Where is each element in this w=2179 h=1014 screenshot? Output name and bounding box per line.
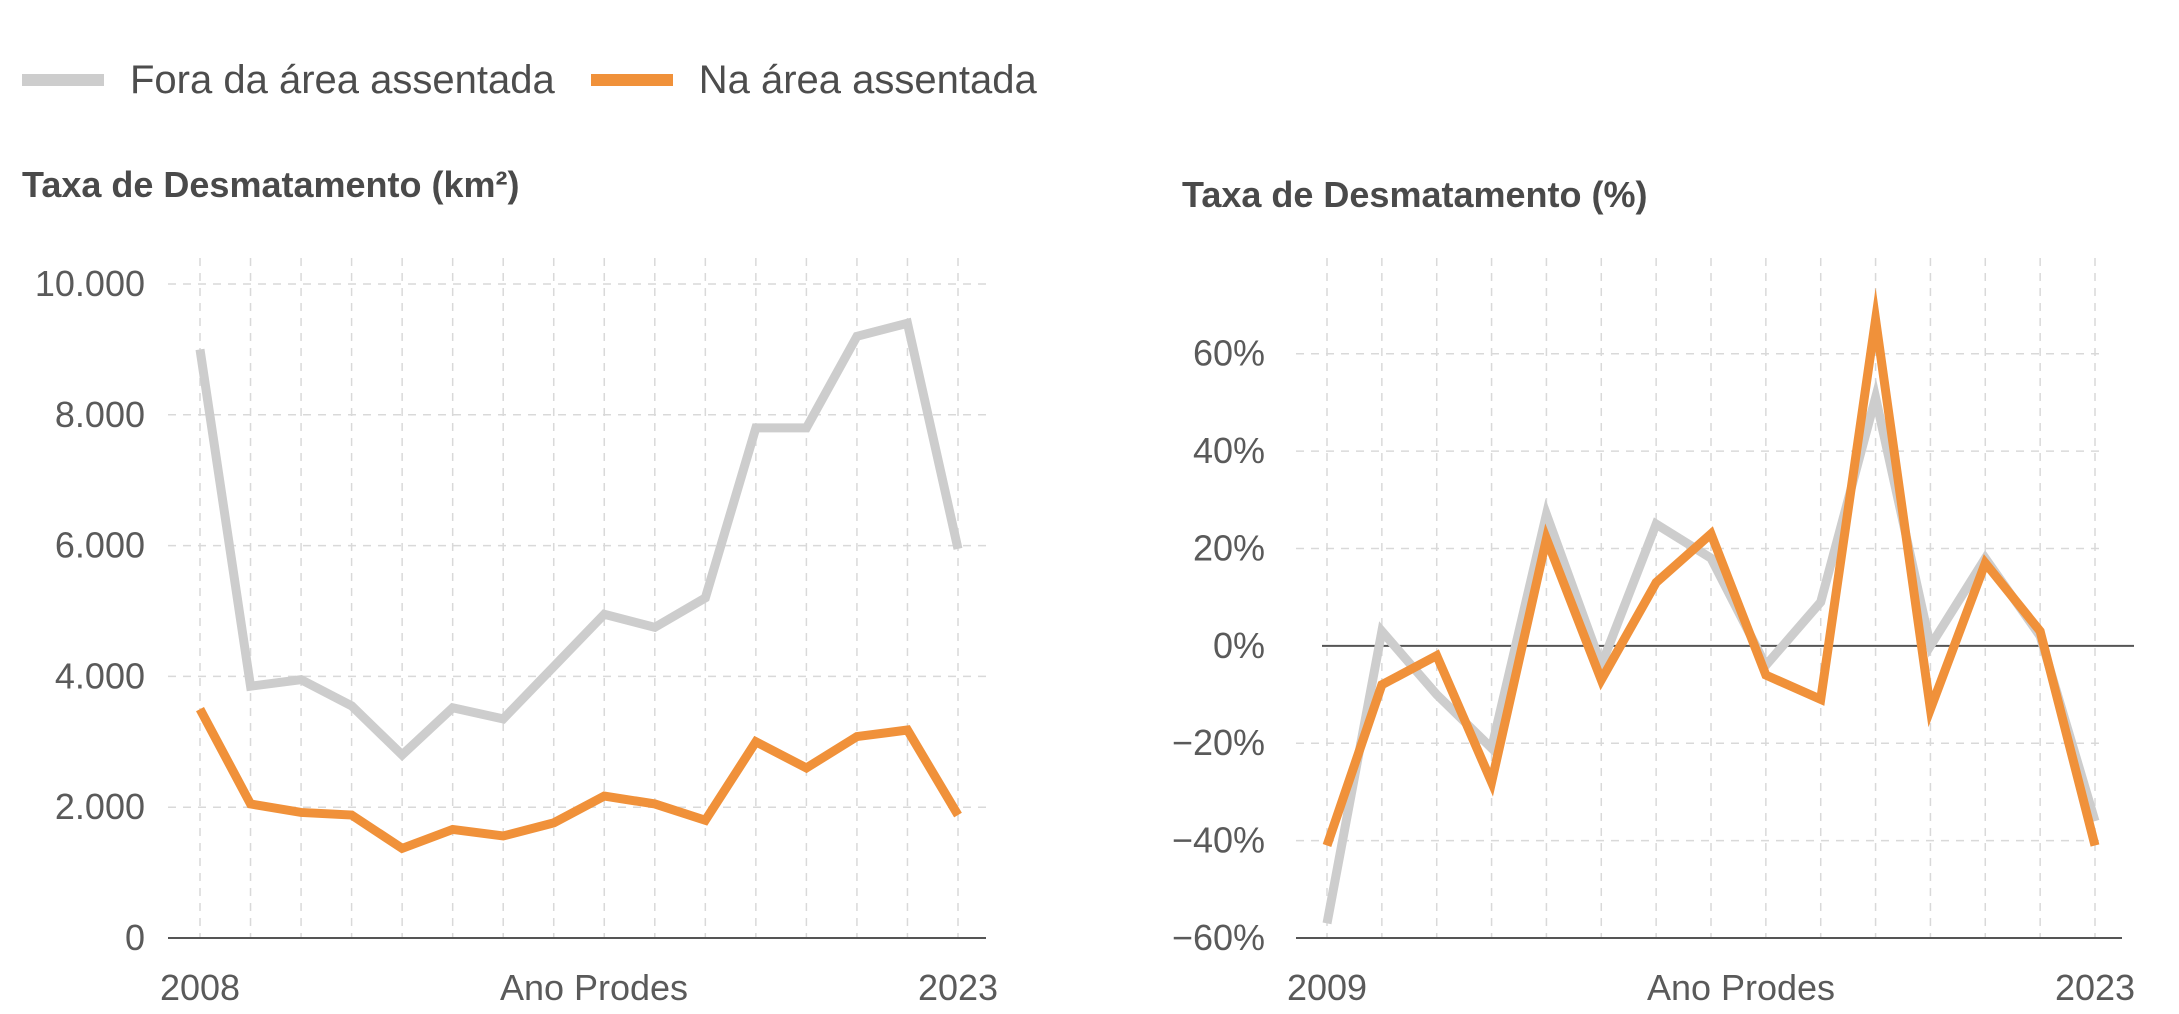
y-tick-label-km2-6000: 6.000 bbox=[55, 525, 145, 566]
legend: Fora da área assentada Na área assentada bbox=[22, 50, 1073, 110]
y-tick-label-pct--20: −20% bbox=[1172, 722, 1265, 763]
y-tick-label-pct--60: −60% bbox=[1172, 917, 1265, 958]
legend-swatch-inside bbox=[590, 74, 673, 86]
y-tick-label-pct-20: 20% bbox=[1193, 527, 1265, 568]
y-tick-label-pct--40: −40% bbox=[1172, 820, 1265, 861]
y-tick-label-pct-40: 40% bbox=[1193, 430, 1265, 471]
x-tick-label-km2-last: 2023 bbox=[918, 967, 998, 1008]
chart-title-percent: Taxa de Desmatamento (%) bbox=[1182, 174, 1648, 215]
series-line-km2-inside bbox=[196, 706, 962, 854]
legend-swatch-outside bbox=[22, 74, 104, 86]
x-tick-label-km2-first: 2008 bbox=[160, 967, 240, 1008]
x-tick-label-pct-first: 2009 bbox=[1287, 967, 1367, 1008]
series-line-pct-outside bbox=[1322, 378, 2100, 925]
y-tick-label-km2-0: 0 bbox=[125, 917, 145, 958]
x-axis-label-pct: Ano Prodes bbox=[1647, 967, 1835, 1008]
y-tick-label-km2-2000: 2.000 bbox=[55, 786, 145, 827]
legend-label-inside: Na área assentada bbox=[698, 57, 1037, 102]
chart-title-km2: Taxa de Desmatamento (km²) bbox=[22, 164, 520, 205]
x-axis-label-km2: Ano Prodes bbox=[500, 967, 688, 1008]
legend-item-outside[interactable]: Fora da área assentada bbox=[22, 58, 555, 103]
series-line-km2-outside bbox=[195, 317, 963, 762]
y-tick-label-pct-60: 60% bbox=[1193, 333, 1265, 374]
x-tick-label-pct-last: 2023 bbox=[2055, 967, 2135, 1008]
y-tick-label-pct-0: 0% bbox=[1213, 625, 1265, 666]
y-tick-label-km2-4000: 4.000 bbox=[55, 655, 145, 696]
legend-label-outside: Fora da área assentada bbox=[130, 57, 555, 102]
series-line-pct-inside bbox=[1322, 287, 2100, 847]
y-tick-label-km2-8000: 8.000 bbox=[55, 394, 145, 435]
y-tick-label-km2-10000: 10.000 bbox=[35, 263, 145, 304]
legend-item-inside[interactable]: Na área assentada bbox=[590, 57, 1037, 103]
